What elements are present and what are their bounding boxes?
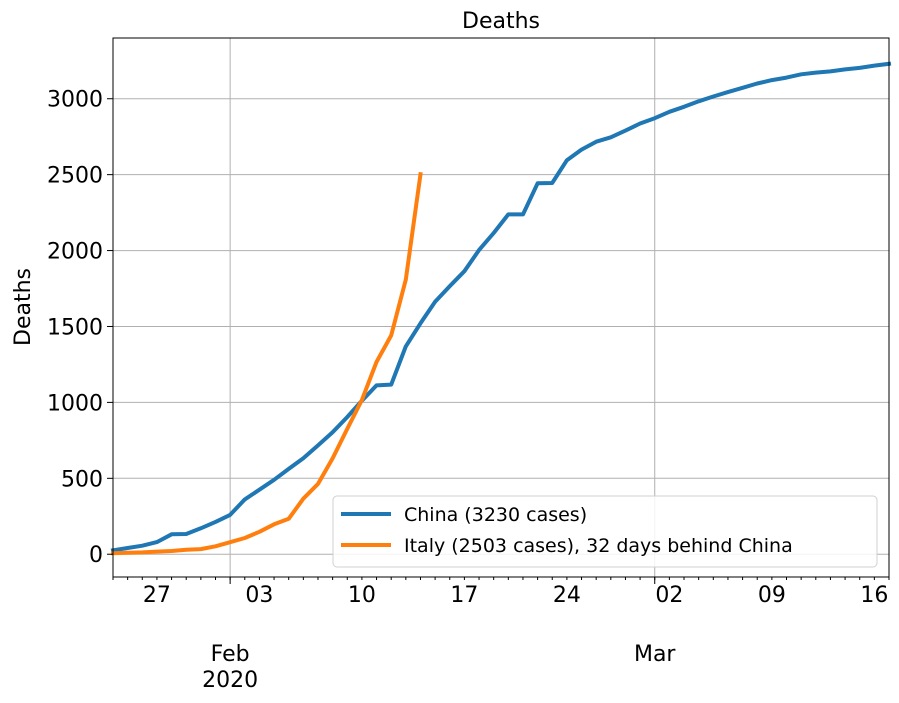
y-axis-label: Deaths [11, 268, 36, 346]
legend: China (3230 cases) Italy (2503 cases), 3… [332, 495, 878, 568]
x-tick-label: 16 [860, 583, 888, 608]
y-tick-label: 1000 [47, 391, 103, 416]
legend-label-italy: Italy (2503 cases), 32 days behind China [404, 535, 793, 557]
x-year-label: 2020 [202, 668, 258, 693]
series-line-china [110, 61, 892, 553]
x-month-label: Feb [211, 642, 250, 667]
x-tick-label: 17 [450, 583, 478, 608]
x-tick-label: 09 [758, 583, 786, 608]
y-tick-label: 1500 [47, 315, 103, 340]
plot-area-frame [112, 37, 890, 578]
x-month-label: Mar [634, 642, 676, 667]
legend-frame [332, 495, 878, 568]
x-tick-label: 03 [245, 583, 273, 608]
x-tick-label: 10 [348, 583, 376, 608]
series-lines [110, 61, 892, 556]
x-tick-label: 02 [655, 583, 683, 608]
y-tick-label: 2500 [47, 164, 103, 189]
y-tick-label: 0 [89, 543, 103, 568]
x-tick-label: 24 [553, 583, 581, 608]
y-tick-label: 500 [61, 467, 103, 492]
legend-label-china: China (3230 cases) [404, 504, 587, 526]
chart-title: Deaths [462, 9, 540, 34]
series-line-italy [110, 171, 423, 556]
y-tick-label: 3000 [47, 88, 103, 113]
x-tick-label: 27 [143, 583, 171, 608]
y-tick-label: 2000 [47, 240, 103, 265]
grid [113, 38, 889, 577]
